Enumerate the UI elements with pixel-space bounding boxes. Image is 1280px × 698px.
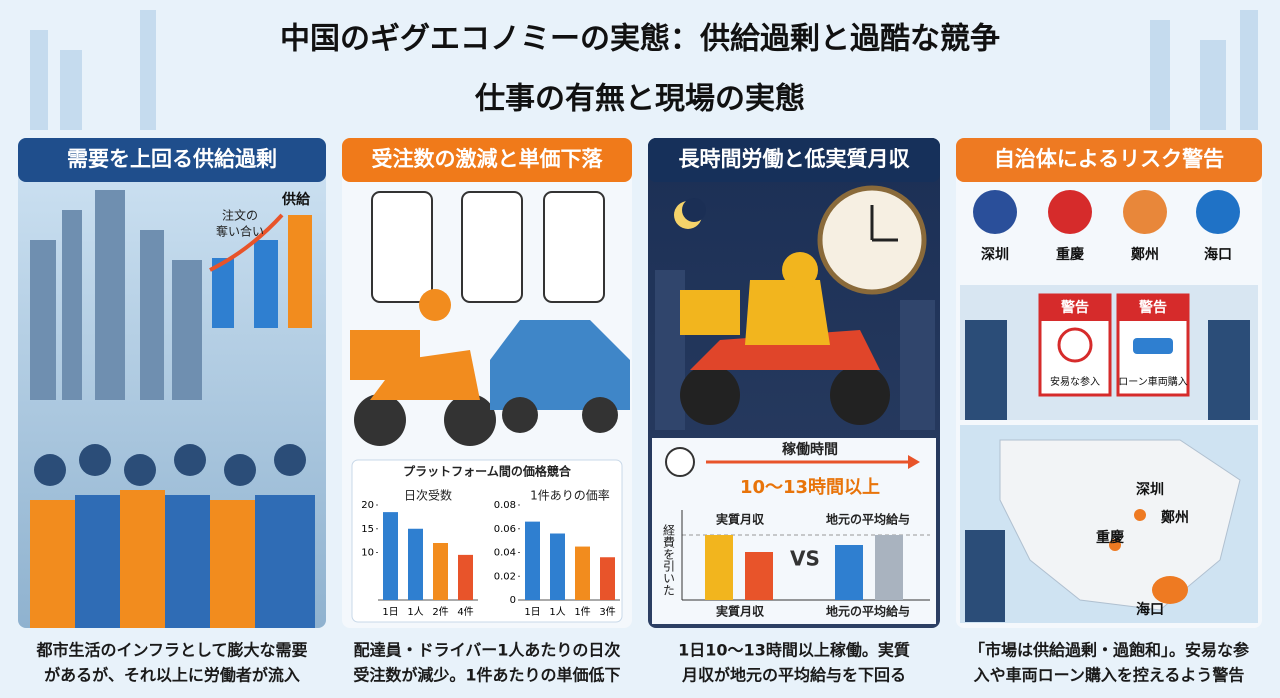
y-tick-label: 0.06	[494, 524, 516, 535]
label: 経費を引いた	[662, 524, 676, 596]
map-label: 海口	[1136, 601, 1164, 618]
map-label: 重慶	[1096, 529, 1124, 546]
y-tick-label: 0.02	[494, 571, 516, 582]
panel-3: 長時間労働と低実質月収 稼働時間 10〜13時間以上 経費を引いた 実質月収 V…	[648, 138, 940, 628]
panel-heading: 長時間労働と低実質月収	[679, 147, 911, 171]
x-tick-label: 1人	[549, 606, 565, 618]
x-tick-label: 1日	[524, 607, 540, 618]
label: 10〜13時間以上	[740, 477, 880, 498]
bar	[600, 557, 615, 600]
map-label: 深圳	[1136, 481, 1164, 498]
bar	[408, 528, 423, 600]
y-tick-label: 15	[361, 524, 374, 535]
sign-title: 警告	[1061, 299, 1089, 316]
panel-heading: 需要を上回る供給過剰	[67, 147, 277, 171]
caption: 入や車両ローン購入を控えるよう警告	[974, 666, 1245, 685]
x-tick-label: 2件	[432, 606, 448, 618]
label: 奪い合い	[216, 224, 264, 239]
chart-title: 日次受数	[404, 488, 452, 503]
label: 供給	[281, 191, 311, 208]
subtitle: 仕事の有無と現場の実態	[474, 82, 805, 117]
bar	[575, 546, 590, 600]
label: 稼働時間	[782, 441, 838, 458]
caption: 配達員・ドライバー1人あたりの日次	[354, 641, 621, 660]
caption: 受注数が減少。1件あたりの単価低下	[353, 666, 620, 685]
caption: 月収が地元の平均給与を下回る	[681, 666, 906, 685]
panel-4: 自治体によるリスク警告	[956, 138, 1262, 628]
x-tick-label: 1日	[382, 607, 398, 618]
y-tick-label: 0	[510, 595, 516, 606]
y-tick-label: 10	[361, 548, 374, 559]
x-tick-label: 1件	[574, 606, 590, 618]
label: VS	[790, 547, 820, 571]
bar	[433, 543, 448, 600]
sign-title: 警告	[1139, 299, 1167, 316]
bar	[525, 521, 540, 600]
city-label: 重慶	[1056, 246, 1084, 263]
city-label: 深圳	[981, 246, 1009, 263]
label: 地元の平均給与	[826, 512, 910, 527]
caption: があるが、それ以上に労働者が流入	[44, 666, 300, 685]
city-label: 海口	[1204, 246, 1232, 263]
x-tick-label: 3件	[599, 606, 615, 618]
skyline-decor	[30, 10, 1258, 130]
chart-title: 1件ありの価率	[530, 488, 610, 503]
x-tick-label: 1人	[407, 606, 423, 618]
bar	[383, 512, 398, 600]
sign-text: 安易な参入	[1050, 375, 1100, 388]
bar	[458, 554, 473, 600]
y-tick-label: 0.08	[494, 500, 516, 511]
x-tick-label: 4件	[457, 606, 473, 618]
sign-text: ローン車両購入	[1118, 375, 1188, 388]
caption: 1日10〜13時間以上稼働。実質	[678, 641, 910, 660]
label: 注文の	[222, 208, 258, 223]
label: 地元の平均給与	[826, 604, 910, 619]
panel-1: 需要を上回る供給過剰 注文の 奪い合い 供給	[18, 138, 326, 628]
label: 実質月収	[716, 604, 765, 619]
map-label: 鄭州	[1161, 509, 1189, 526]
label: 実質月収	[716, 512, 765, 527]
caption: 「市場は供給過剰・過飽和」。安易な参	[969, 641, 1250, 660]
y-tick-label: 0.04	[494, 548, 516, 559]
panel-heading: 受注数の激減と単価下落	[372, 147, 604, 171]
panel-heading: 自治体によるリスク警告	[994, 147, 1224, 171]
chart-label: プラットフォーム間の価格競合	[403, 464, 572, 479]
title: 中国のギグエコノミーの実態：供給過剰と過酷な競争	[280, 22, 1000, 57]
bar	[550, 533, 565, 600]
y-tick-label: 20	[361, 500, 374, 511]
caption: 都市生活のインフラとして膨大な需要	[35, 641, 307, 660]
city-label: 鄭州	[1131, 246, 1159, 263]
